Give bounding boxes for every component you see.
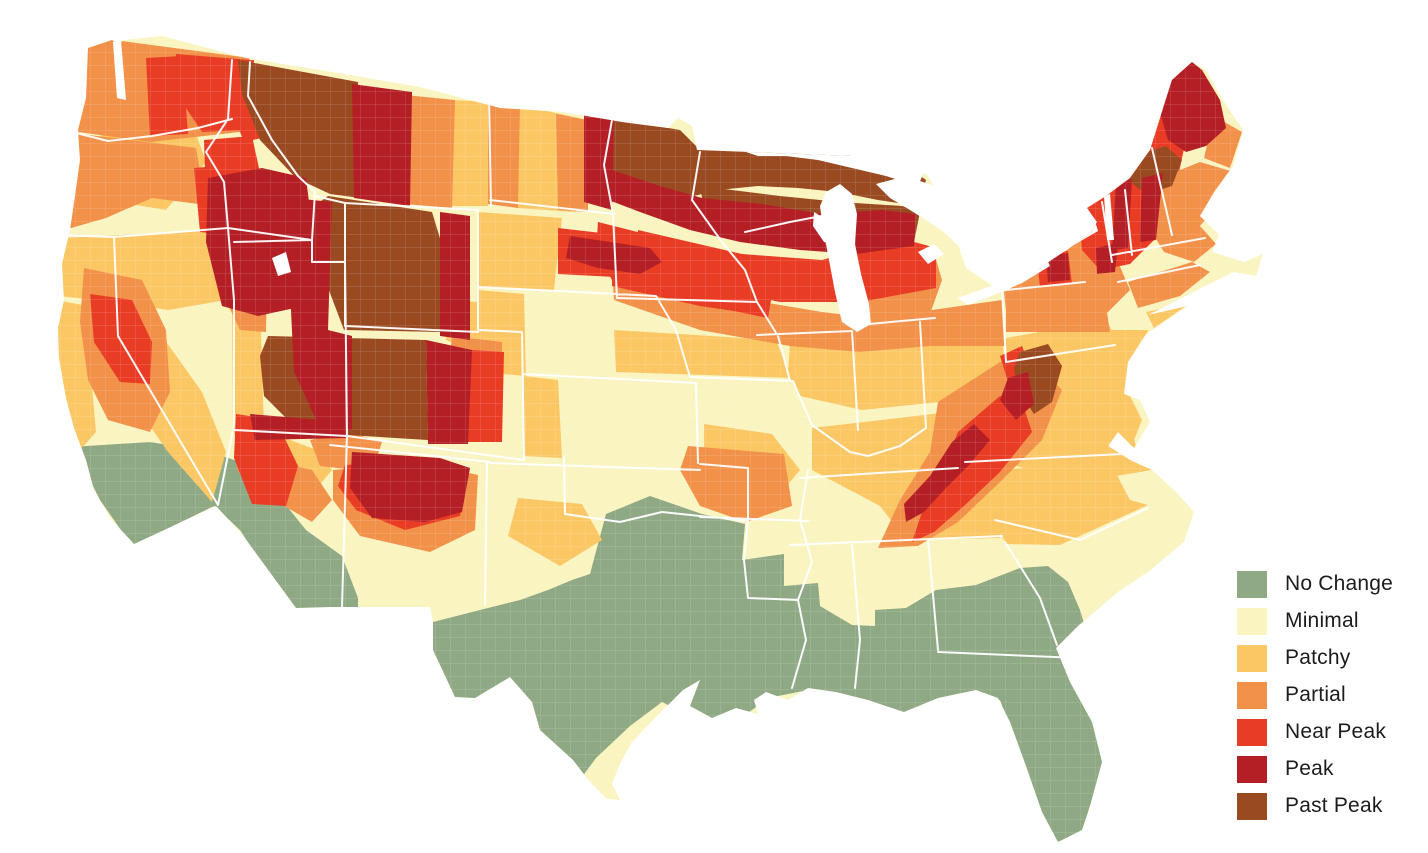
- legend-item-near-peak: Near Peak: [1237, 718, 1393, 746]
- legend-label-past-peak: Past Peak: [1285, 794, 1383, 817]
- legend-label-peak: Peak: [1285, 757, 1334, 780]
- puget-sound: [113, 40, 126, 100]
- state-borders: [58, 59, 1206, 689]
- legend-label-partial: Partial: [1285, 683, 1346, 706]
- legend-swatch-patchy: [1237, 644, 1267, 672]
- legend-swatch-partial: [1237, 681, 1267, 709]
- legend-swatch-past-peak: [1237, 792, 1267, 820]
- legend-label-minimal: Minimal: [1285, 609, 1359, 632]
- legend-swatch-minimal: [1237, 607, 1267, 635]
- lake-michigan: [820, 184, 871, 332]
- legend-swatch-peak: [1237, 755, 1267, 783]
- saginaw-bay: [918, 244, 944, 264]
- legend-swatch-no-change: [1237, 570, 1267, 598]
- legend-item-partial: Partial: [1237, 681, 1393, 709]
- green-bay: [813, 212, 834, 244]
- legend: No Change Minimal Patchy Partial Near Peak Pe…: [1237, 570, 1393, 820]
- legend-label-patchy: Patchy: [1285, 646, 1351, 669]
- legend-swatch-near-peak: [1237, 718, 1267, 746]
- legend-label-near-peak: Near Peak: [1285, 720, 1387, 743]
- legend-item-minimal: Minimal: [1237, 607, 1393, 635]
- legend-item-peak: Peak: [1237, 755, 1393, 783]
- legend-label-no-change: No Change: [1285, 572, 1394, 595]
- legend-item-patchy: Patchy: [1237, 644, 1393, 672]
- legend-item-past-peak: Past Peak: [1237, 792, 1393, 820]
- great-salt-lake: [272, 252, 291, 276]
- legend-item-no-change: No Change: [1237, 570, 1393, 598]
